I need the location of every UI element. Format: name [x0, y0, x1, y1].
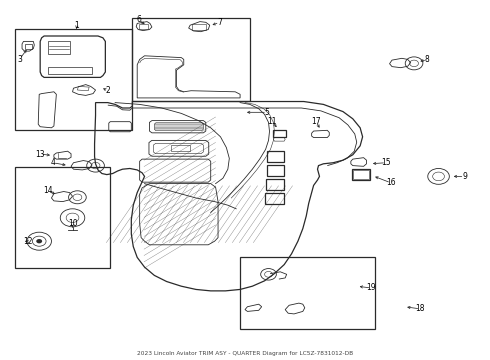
- Bar: [267, 165, 284, 176]
- Text: 2023 Lincoln Aviator TRIM ASY - QUARTER Diagram for LC5Z-7831012-DB: 2023 Lincoln Aviator TRIM ASY - QUARTER …: [137, 351, 353, 356]
- Text: 10: 10: [68, 219, 77, 228]
- Bar: [15, 167, 110, 268]
- Text: 19: 19: [367, 284, 376, 292]
- Text: 17: 17: [311, 117, 321, 126]
- Bar: [273, 130, 286, 137]
- Bar: [240, 257, 375, 329]
- Text: 6: 6: [136, 15, 141, 24]
- Text: 7: 7: [217, 18, 222, 27]
- Bar: [132, 18, 250, 101]
- Text: 18: 18: [416, 305, 425, 313]
- Text: 1: 1: [74, 21, 79, 30]
- Bar: [48, 41, 70, 54]
- Text: 2: 2: [105, 86, 110, 95]
- Text: 11: 11: [268, 117, 277, 126]
- Bar: [15, 29, 132, 130]
- Text: 15: 15: [381, 158, 391, 167]
- Bar: [353, 170, 369, 179]
- Bar: [267, 151, 284, 162]
- Circle shape: [36, 239, 42, 243]
- Text: 9: 9: [462, 172, 467, 181]
- Bar: [171, 145, 190, 151]
- Bar: [192, 24, 206, 30]
- Text: 14: 14: [43, 186, 53, 195]
- Text: 12: 12: [24, 237, 33, 246]
- Text: 13: 13: [35, 150, 45, 158]
- Bar: [266, 179, 284, 190]
- Text: 3: 3: [17, 55, 22, 63]
- Bar: [352, 169, 370, 180]
- Text: 8: 8: [425, 55, 430, 64]
- Bar: [139, 24, 148, 29]
- Text: 5: 5: [265, 108, 270, 117]
- Text: 4: 4: [50, 158, 55, 167]
- Text: 16: 16: [386, 178, 396, 187]
- Bar: [48, 67, 92, 74]
- Bar: [24, 44, 32, 49]
- Bar: [265, 193, 284, 204]
